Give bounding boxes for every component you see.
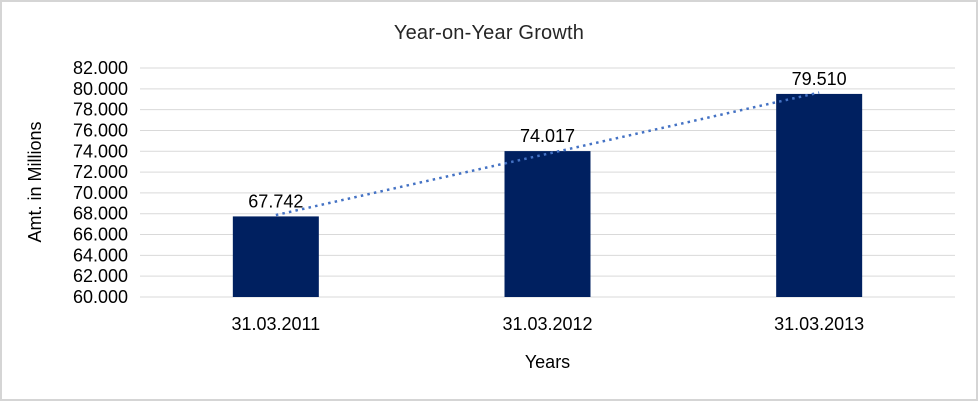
y-tick-label: 80.000	[73, 79, 128, 99]
chart-title: Year-on-Year Growth	[393, 22, 585, 44]
y-tick-label: 72.000	[73, 162, 128, 182]
y-tick-label: 66.000	[73, 225, 128, 245]
bar-value-label: 79.510	[792, 69, 847, 89]
bar	[504, 151, 591, 297]
x-axis-title: Years	[524, 352, 571, 372]
y-tick-label: 64.000	[73, 245, 128, 265]
x-tick-label: 31.03.2011	[231, 314, 320, 334]
bar-value-label: 74.017	[520, 126, 575, 146]
y-tick-label: 76.000	[73, 120, 128, 140]
y-tick-label: 60.000	[73, 287, 128, 307]
y-tick-label: 74.000	[73, 141, 128, 161]
y-tick-label: 70.000	[73, 183, 128, 203]
x-tick-label: 31.03.2012	[502, 314, 592, 334]
bar	[232, 216, 319, 297]
y-tick-label: 78.000	[73, 100, 128, 120]
y-tick-label: 68.000	[73, 204, 128, 224]
y-tick-label: 82.000	[73, 58, 128, 78]
bar	[776, 93, 863, 297]
bar-value-label: 67.742	[248, 191, 303, 211]
y-tick-label: 62.000	[73, 266, 128, 286]
x-tick-label: 31.03.2013	[774, 314, 864, 334]
trendline	[275, 91, 820, 217]
